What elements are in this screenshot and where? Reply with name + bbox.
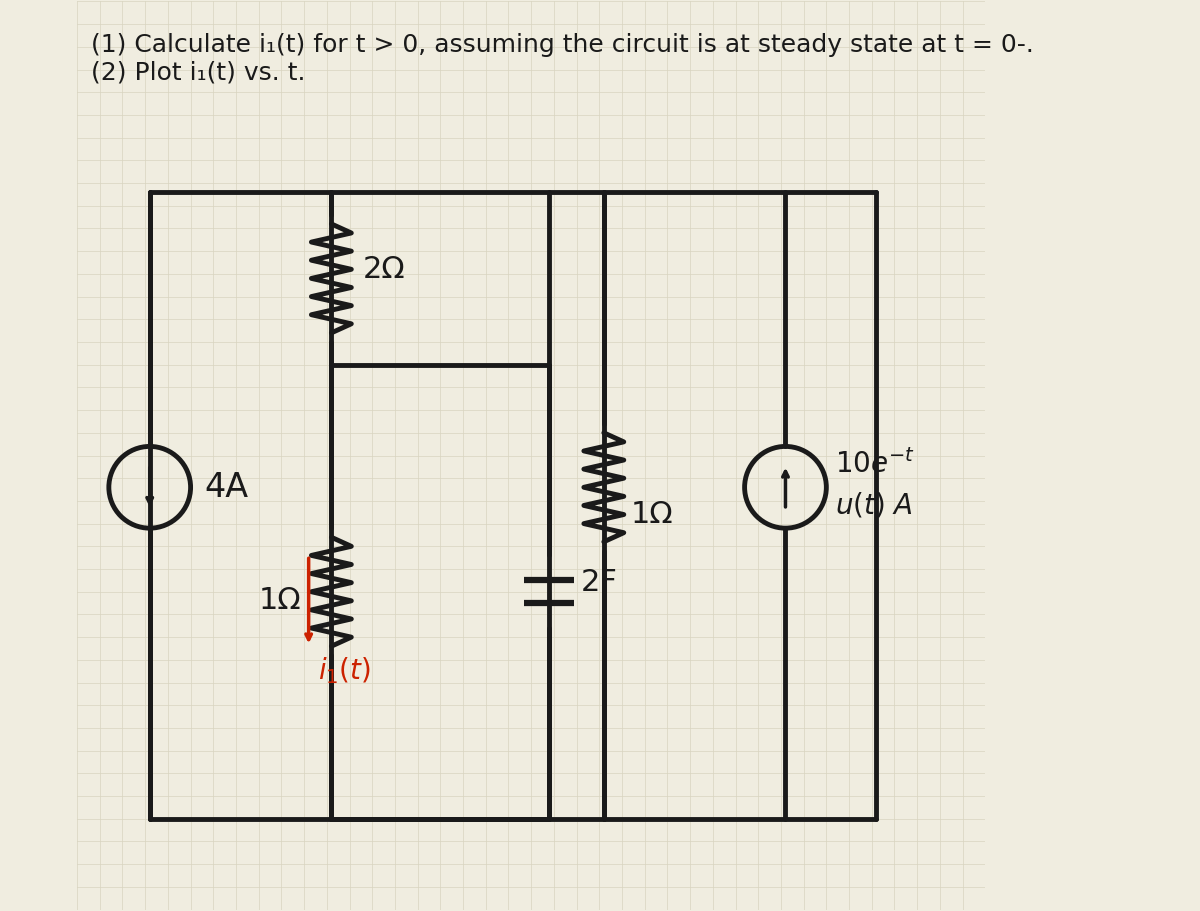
Text: $u(t)$ A: $u(t)$ A [835,491,913,520]
Text: 1Ω: 1Ω [631,500,673,529]
Text: 2F: 2F [581,568,618,597]
Text: $i_1(t)$: $i_1(t)$ [318,655,371,686]
Text: (2) Plot i₁(t) vs. t.: (2) Plot i₁(t) vs. t. [91,60,305,85]
Text: 1Ω: 1Ω [259,587,301,615]
Text: (1) Calculate i₁(t) for t > 0, assuming the circuit is at steady state at t = 0-: (1) Calculate i₁(t) for t > 0, assuming … [91,33,1033,57]
Text: 2Ω: 2Ω [364,255,406,284]
Text: 4A: 4A [204,471,248,504]
Text: $10e^{-t}$: $10e^{-t}$ [835,450,916,479]
